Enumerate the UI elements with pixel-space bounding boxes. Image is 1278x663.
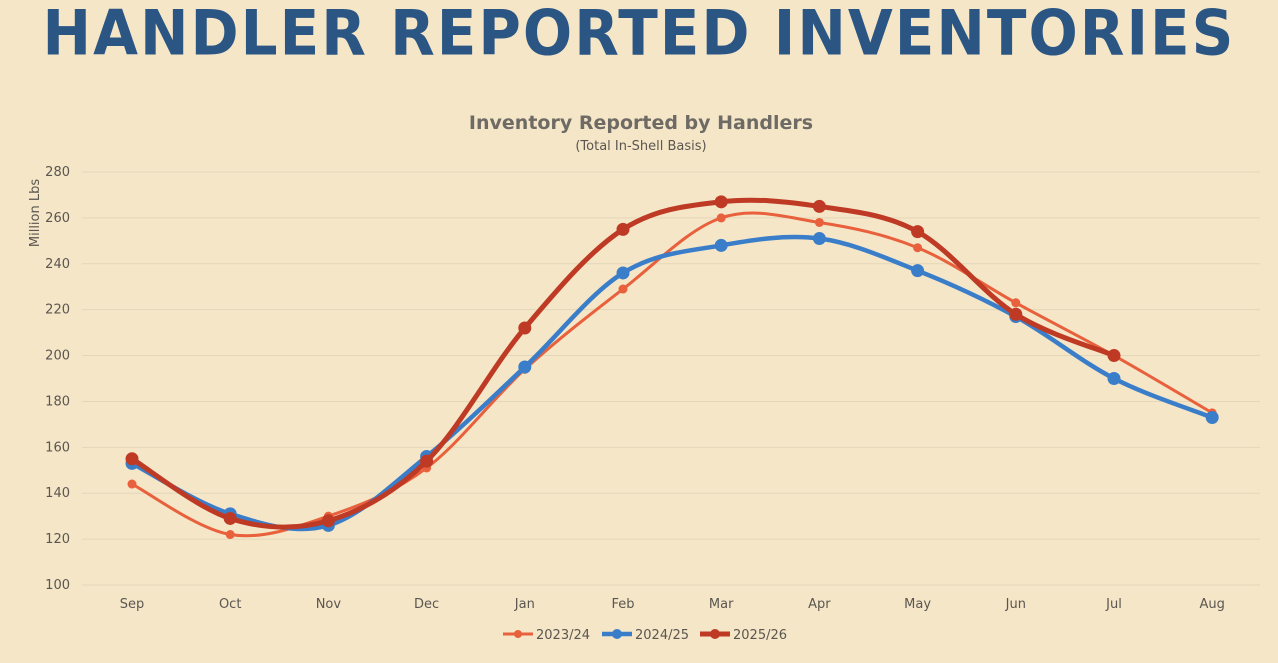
series-2024-25 — [125, 232, 1219, 532]
data-point — [911, 264, 925, 278]
legend-swatch-marker — [612, 629, 622, 639]
data-point — [223, 511, 237, 525]
x-tick-label: Jul — [1105, 597, 1122, 612]
x-tick-label: Oct — [219, 597, 241, 612]
data-point — [1009, 307, 1023, 321]
y-tick-label: 120 — [45, 532, 70, 547]
y-tick-label: 200 — [45, 349, 70, 364]
y-tick-label: 280 — [45, 165, 70, 180]
legend-item: 2025/26 — [700, 628, 787, 643]
x-tick-label: May — [904, 597, 931, 612]
x-tick-label: Sep — [120, 597, 145, 612]
data-point — [716, 213, 726, 223]
y-axis-label: Million Lbs — [28, 179, 43, 247]
data-point — [1107, 349, 1121, 363]
data-point — [814, 217, 824, 227]
y-tick-label: 160 — [45, 440, 70, 455]
data-point — [1107, 372, 1121, 385]
data-point — [618, 284, 628, 294]
legend: 2023/24 2024/25 2025/26 — [503, 628, 787, 643]
y-tick-label: 140 — [45, 486, 70, 501]
x-tick-label: Jan — [514, 597, 535, 612]
x-tick-label: Mar — [709, 597, 734, 612]
legend-swatch-marker — [514, 630, 522, 638]
data-point — [127, 479, 137, 489]
legend-item: 2024/25 — [602, 628, 689, 643]
data-point — [911, 225, 925, 239]
series-line — [129, 197, 1117, 530]
y-tick-label: 260 — [45, 211, 70, 226]
chart-title: Inventory Reported by Handlers — [469, 112, 813, 134]
data-point — [420, 454, 434, 468]
legend-label: 2025/26 — [733, 628, 787, 643]
y-tick-label: 180 — [45, 394, 70, 409]
chart-subtitle: (Total In-Shell Basis) — [575, 139, 706, 154]
series-layer — [125, 195, 1219, 540]
legend-label: 2024/25 — [635, 628, 689, 643]
y-tick-label: 220 — [45, 303, 70, 318]
data-point — [225, 530, 235, 540]
x-tick-label: Dec — [414, 597, 439, 612]
data-point — [518, 321, 532, 335]
y-axis-ticks: 100 120 140 160 180 200 220 240 260 280 — [45, 165, 70, 593]
series-line — [130, 211, 1214, 538]
data-point — [518, 360, 532, 374]
x-tick-label: Aug — [1200, 597, 1225, 612]
data-point — [616, 222, 630, 236]
series-2025-26 — [125, 195, 1121, 530]
data-point — [714, 195, 728, 209]
data-point — [812, 232, 826, 246]
data-point — [913, 243, 923, 253]
x-axis-ticks: Sep Oct Nov Dec Jan Feb Mar Apr May Jun Jul Aug — [120, 597, 1225, 612]
data-point — [1205, 411, 1219, 425]
data-point — [812, 199, 826, 213]
page-title: HANDLER REPORTED INVENTORIES — [42, 0, 1236, 70]
x-tick-label: Nov — [316, 597, 342, 612]
series-2023-24 — [127, 211, 1217, 540]
data-point — [125, 452, 139, 466]
data-point — [714, 238, 728, 252]
gridlines — [82, 171, 1260, 586]
x-tick-label: Feb — [611, 597, 634, 612]
data-point — [321, 514, 335, 528]
data-point — [616, 266, 630, 280]
legend-swatch-marker — [710, 629, 720, 639]
legend-label: 2023/24 — [536, 628, 590, 643]
data-point — [1011, 298, 1021, 308]
x-tick-label: Jun — [1005, 597, 1026, 612]
x-tick-label: Apr — [808, 597, 831, 612]
y-tick-label: 100 — [45, 578, 70, 593]
y-tick-label: 240 — [45, 257, 70, 272]
series-line — [129, 234, 1215, 532]
legend-item: 2023/24 — [503, 628, 590, 643]
